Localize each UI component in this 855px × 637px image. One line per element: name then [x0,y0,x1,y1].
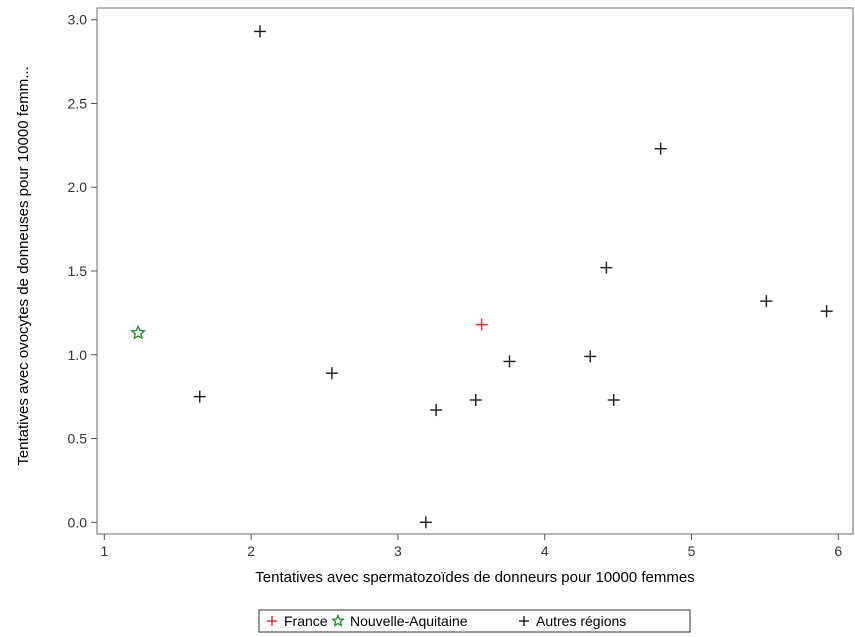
x-tick-label: 6 [834,543,842,559]
legend-label: Autres régions [536,613,626,629]
plot-frame [96,7,854,535]
legend-marker [267,616,277,626]
legend-marker [331,613,345,627]
x-axis-ticks: 1 2 3 4 5 6 [100,534,842,559]
data-point [600,261,613,274]
data-point [820,305,833,318]
y-tick-label: 2.0 [68,179,88,195]
y-axis-title: Tentatives avec ovocytes de donneuses po… [15,66,32,465]
data-point [193,390,206,403]
y-tick-label: 2.5 [68,95,88,111]
data-point [253,25,266,38]
data-point [325,367,338,380]
y-tick-label: 1.0 [68,347,88,363]
y-tick-label: 0.5 [68,431,88,447]
x-tick-label: 3 [394,543,402,559]
data-point [430,404,443,417]
data-point [760,295,773,308]
data-point [503,355,516,368]
data-points [130,25,833,529]
x-tick-label: 4 [541,543,549,559]
data-point [584,350,597,363]
y-axis-ticks: 0.0 0.5 1.0 1.5 2.0 2.5 3.0 [68,12,97,530]
data-point [607,393,620,406]
data-point [469,393,482,406]
y-tick-label: 0.0 [68,514,88,530]
legend-marker [519,616,529,626]
x-tick-label: 5 [688,543,696,559]
y-tick-label: 1.5 [68,263,88,279]
data-point [654,142,667,155]
legend-label: France [284,613,328,629]
y-tick-label: 3.0 [68,12,88,28]
legend-label: Nouvelle-Aquitaine [350,613,468,629]
legend-box [258,609,691,633]
legend: France Nouvelle-Aquitaine Autres régions [258,609,691,633]
x-tick-label: 1 [100,543,108,559]
x-tick-label: 2 [247,543,255,559]
data-point [475,318,488,331]
data-point [419,516,432,529]
x-axis-title: Tentatives avec spermatozoïdes de donneu… [255,569,694,586]
data-point [130,324,146,340]
